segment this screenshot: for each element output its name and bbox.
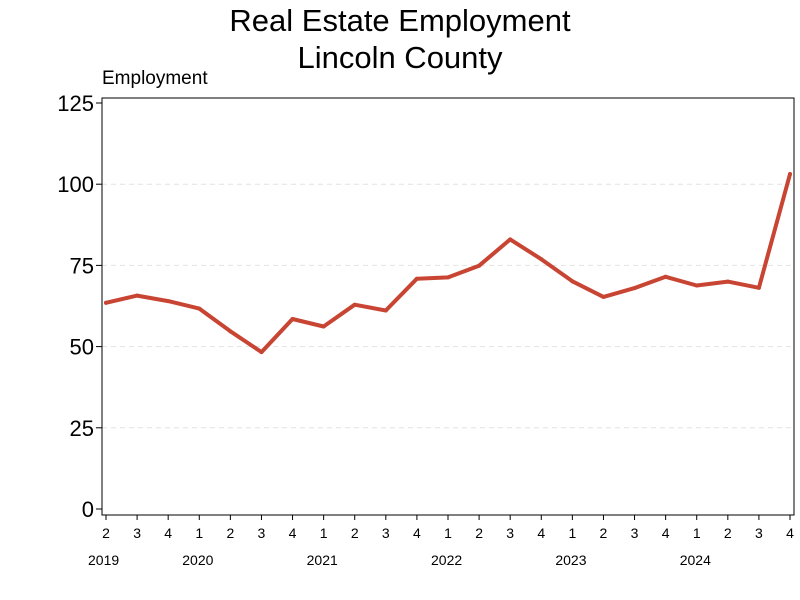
year-label-2024: 2024 <box>680 552 711 568</box>
x-tick-label-3: 1 <box>195 525 203 541</box>
x-tick-label-1: 3 <box>133 525 141 541</box>
data-point-13 <box>508 237 513 242</box>
y-tick-label-100: 100 <box>57 172 94 197</box>
year-label-2020: 2020 <box>182 552 213 568</box>
year-label-2023: 2023 <box>555 552 586 568</box>
y-axis-label: Employment <box>102 68 208 89</box>
chart-subtitle: Lincoln County <box>297 40 503 75</box>
chart-title-block: Real Estate Employment Lincoln County <box>0 2 800 76</box>
data-point-1 <box>135 293 140 298</box>
year-label-2022: 2022 <box>431 552 462 568</box>
x-tick-label-7: 1 <box>320 525 328 541</box>
x-tick-label-13: 3 <box>506 525 514 541</box>
plot-frame <box>101 97 795 516</box>
data-point-20 <box>725 279 730 284</box>
chart-title: Real Estate Employment <box>229 3 571 38</box>
data-point-17 <box>632 286 637 291</box>
x-tick-label-5: 3 <box>258 525 266 541</box>
data-point-6 <box>290 316 295 321</box>
x-tick-label-20: 2 <box>724 525 732 541</box>
data-point-15 <box>570 279 575 284</box>
series-line-0 <box>104 172 792 355</box>
y-tick-label-0: 0 <box>82 497 94 522</box>
x-tick-label-21: 3 <box>755 525 763 541</box>
x-tick-label-2: 4 <box>164 525 172 541</box>
data-point-0 <box>104 300 108 305</box>
x-tick-label-0: 2 <box>102 525 110 541</box>
x-tick-label-11: 1 <box>444 525 452 541</box>
x-tick-label-8: 2 <box>351 525 359 541</box>
x-tick-label-9: 3 <box>382 525 390 541</box>
y-tick-label-25: 25 <box>70 416 94 441</box>
x-tick-label-6: 4 <box>289 525 297 541</box>
data-point-7 <box>321 324 326 329</box>
x-tick-label-22: 4 <box>786 525 794 541</box>
y-tick-label-50: 50 <box>70 335 94 360</box>
year-label-2021: 2021 <box>307 552 338 568</box>
x-tick-label-4: 2 <box>226 525 234 541</box>
data-point-14 <box>539 257 544 262</box>
data-point-9 <box>383 308 388 313</box>
x-tick-label-14: 4 <box>537 525 545 541</box>
data-point-2 <box>166 299 171 304</box>
x-tick-label-16: 2 <box>600 525 608 541</box>
data-point-8 <box>352 302 357 307</box>
data-point-22 <box>788 172 792 177</box>
x-tick-label-10: 4 <box>413 525 421 541</box>
data-point-21 <box>756 285 761 290</box>
data-point-12 <box>477 263 482 268</box>
y-tick-label-125: 125 <box>57 91 94 116</box>
data-point-10 <box>414 276 419 281</box>
x-tick-label-19: 1 <box>693 525 701 541</box>
data-point-11 <box>446 275 450 280</box>
x-tick-label-12: 2 <box>475 525 483 541</box>
data-point-16 <box>601 294 606 299</box>
y-tick-label-75: 75 <box>70 253 94 278</box>
x-tick-label-18: 4 <box>662 525 670 541</box>
data-point-18 <box>663 274 668 279</box>
year-label-2019: 2019 <box>88 552 119 568</box>
data-point-5 <box>259 350 264 355</box>
x-tick-label-15: 1 <box>568 525 576 541</box>
data-point-3 <box>197 306 202 311</box>
data-point-4 <box>228 329 233 334</box>
data-point-19 <box>694 283 699 288</box>
x-tick-label-17: 3 <box>631 525 639 541</box>
